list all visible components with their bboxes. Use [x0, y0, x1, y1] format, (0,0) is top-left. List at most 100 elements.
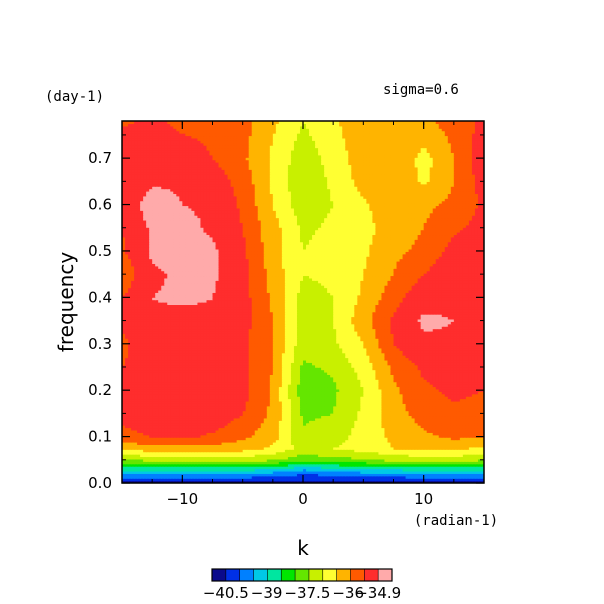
- heatmap-cell: [254, 434, 259, 438]
- heatmap-cell: [468, 403, 473, 407]
- heatmap-cell: [152, 422, 156, 426]
- heatmap-cell: [456, 456, 461, 460]
- heatmap-cell: [408, 454, 413, 458]
- heatmap-cell: [390, 454, 395, 458]
- heatmap-cell: [420, 405, 425, 409]
- heatmap-cell: [254, 454, 259, 458]
- heatmap-cell: [212, 413, 217, 417]
- heatmap-cell: [384, 466, 389, 470]
- heatmap-cell: [480, 410, 484, 414]
- heatmap-cell: [381, 451, 386, 455]
- heatmap-cell: [161, 478, 165, 482]
- heatmap-cell: [384, 451, 389, 455]
- heatmap-cell: [191, 434, 195, 438]
- heatmap-cell: [453, 420, 458, 424]
- heatmap-cell: [342, 415, 346, 419]
- heatmap-cell: [429, 410, 434, 414]
- heatmap-cell: [287, 478, 292, 482]
- heatmap-cell: [381, 466, 386, 470]
- heatmap-cell: [447, 441, 452, 445]
- heatmap-cell: [375, 405, 380, 409]
- heatmap-cell: [122, 470, 126, 474]
- heatmap-cell: [303, 441, 307, 445]
- heatmap-cell: [212, 475, 217, 479]
- heatmap-cell: [173, 454, 177, 458]
- heatmap-cell: [375, 441, 380, 445]
- heatmap-cell: [125, 461, 129, 465]
- heatmap-cell: [477, 475, 482, 479]
- heatmap-cell: [414, 441, 419, 445]
- heatmap-cell: [303, 405, 307, 409]
- heatmap-cell: [281, 437, 286, 441]
- heatmap-cell: [299, 449, 304, 453]
- heatmap-cell: [357, 403, 361, 407]
- heatmap-cell: [203, 434, 208, 438]
- heatmap-cell: [375, 456, 380, 460]
- heatmap-cell: [414, 480, 419, 483]
- heatmap-cell: [327, 417, 331, 421]
- heatmap-cell: [296, 463, 301, 467]
- heatmap-cell: [164, 437, 168, 441]
- heatmap-cell: [456, 451, 461, 455]
- heatmap-cell: [459, 480, 464, 483]
- heatmap-cell: [345, 405, 349, 409]
- heatmap-cell: [218, 422, 223, 426]
- heatmap-cell: [158, 456, 162, 460]
- heatmap-cell: [293, 444, 298, 448]
- heatmap-cell: [260, 415, 265, 419]
- heatmap-cell: [140, 410, 144, 414]
- heatmap-cell: [284, 475, 289, 479]
- heatmap-cell: [408, 458, 413, 462]
- heatmap-cell: [402, 449, 407, 453]
- heatmap-cell: [387, 425, 392, 429]
- heatmap-cell: [324, 446, 328, 450]
- heatmap-cell: [438, 461, 443, 465]
- heatmap-cell: [315, 475, 319, 479]
- heatmap-cell: [468, 458, 473, 462]
- heatmap-cell: [330, 473, 334, 477]
- heatmap-cell: [161, 475, 165, 479]
- heatmap-cell: [420, 434, 425, 438]
- heatmap-cell: [375, 461, 380, 465]
- heatmap-cell: [390, 434, 395, 438]
- heatmap-cell: [363, 478, 367, 482]
- heatmap-cell: [450, 403, 455, 407]
- heatmap-cell: [468, 410, 473, 414]
- heatmap-cell: [176, 480, 180, 483]
- heatmap-cell: [212, 446, 217, 450]
- heatmap-cell: [284, 454, 289, 458]
- heatmap-cell: [170, 466, 174, 470]
- heatmap-cell: [266, 470, 271, 474]
- heatmap-cell: [128, 470, 132, 474]
- heatmap-cell: [128, 439, 132, 443]
- heatmap-cell: [188, 456, 192, 460]
- heatmap-cell: [387, 473, 392, 477]
- heatmap-cell: [333, 405, 337, 409]
- heatmap-cell: [146, 473, 150, 477]
- heatmap-cell: [396, 425, 401, 429]
- heatmap-cell: [339, 413, 343, 417]
- heatmap-cell: [158, 400, 162, 404]
- heatmap-cell: [143, 425, 147, 429]
- heatmap-cell: [384, 446, 389, 450]
- heatmap-cell: [257, 420, 262, 424]
- heatmap-cell: [468, 434, 473, 438]
- heatmap-cell: [324, 473, 328, 477]
- heatmap-cell: [306, 463, 310, 467]
- heatmap-cell: [155, 437, 159, 441]
- heatmap-cell: [387, 410, 392, 414]
- heatmap-cell: [384, 420, 389, 424]
- heatmap-cell: [366, 437, 370, 441]
- heatmap-cell: [152, 463, 156, 467]
- heatmap-cell: [432, 475, 437, 479]
- heatmap-cell: [474, 451, 479, 455]
- heatmap-cell: [293, 454, 298, 458]
- heatmap-cell: [287, 463, 292, 467]
- heatmap-cell: [191, 417, 195, 421]
- heatmap-cell: [167, 456, 171, 460]
- heatmap-cell: [200, 441, 205, 445]
- heatmap-cell: [312, 420, 316, 424]
- heatmap-cell: [176, 432, 180, 436]
- heatmap-cell: [242, 458, 247, 462]
- heatmap-cell: [212, 437, 217, 441]
